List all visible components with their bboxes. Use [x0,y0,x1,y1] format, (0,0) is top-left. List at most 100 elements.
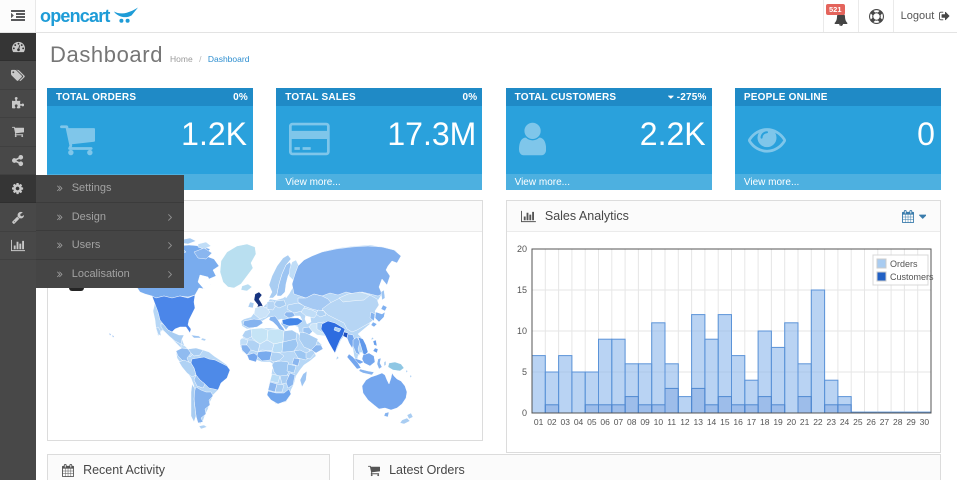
logout-button[interactable]: Logout [893,0,957,32]
bar-orders-03[interactable] [558,355,573,414]
map-region-sri-lanka[interactable] [335,355,340,361]
map-region-kyrgyz[interactable] [315,309,327,318]
tile-view-more-link[interactable]: View more... [734,174,941,190]
map-region-baja[interactable] [155,326,162,337]
sidebar-item-tags[interactable] [0,61,36,90]
map-region-spain[interactable] [242,318,264,329]
map-region-tierra-del-fuego[interactable] [198,424,208,430]
map-region-sulawesi[interactable] [376,357,383,370]
bar-customers-08[interactable] [624,396,639,414]
bar-customers-02[interactable] [544,404,560,414]
bar-customers-15[interactable] [717,396,732,414]
sidebar-item-puzzle[interactable] [0,90,36,119]
bar-customers-06[interactable] [598,404,613,414]
bar-customers-23[interactable] [824,404,839,414]
bar-customers-13[interactable] [691,387,706,414]
map-region-botswana[interactable] [274,383,285,393]
map-region-hawaii[interactable] [108,332,112,337]
tile-view-more-link[interactable]: View more... [276,174,483,190]
map-region-russia[interactable] [291,245,402,299]
map-region-korea[interactable] [369,311,376,322]
map-region-taiwan[interactable] [370,336,375,341]
flyout-item-settings[interactable]: Settings [36,175,184,203]
breadcrumb-home[interactable]: Home [170,54,193,64]
flyout-item-design[interactable]: Design [36,203,184,232]
bar-orders-04[interactable] [571,371,586,414]
map-region-poland[interactable] [273,299,287,309]
map-region-sakhalin[interactable] [380,289,386,301]
notifications-button[interactable]: 521 [823,0,858,32]
map-region-australia[interactable] [361,372,408,411]
map-region-baffin-island[interactable] [193,247,213,260]
bar-orders-12[interactable] [677,396,693,414]
map-region-honshu[interactable] [374,311,386,323]
map-region-arctic-island[interactable] [197,241,212,250]
map-region-new-guinea[interactable] [387,361,405,372]
map-region-chad[interactable] [271,341,284,354]
map-region-greenland[interactable] [219,243,257,289]
bar-customers-16[interactable] [731,404,746,414]
breadcrumb-current[interactable]: Dashboard [207,54,250,64]
map-region-ghana[interactable] [246,352,259,363]
sidebar-toggle-button[interactable] [0,0,36,32]
flyout-item-users[interactable]: Users [36,231,184,260]
bar-customers-07[interactable] [611,404,626,414]
map-region-mindanao[interactable] [372,347,379,354]
map-region-chile[interactable] [190,383,197,423]
bar-customers-21[interactable] [797,396,812,414]
bar-customers-10[interactable] [651,404,666,414]
map-region-colombia[interactable] [175,347,192,364]
map-region-hispaniola[interactable] [200,337,207,342]
flyout-item-localisation[interactable]: Localisation [36,260,184,288]
map-region-madagascar[interactable] [299,370,308,388]
map-region-kyushu[interactable] [370,321,378,328]
map-region-thailand[interactable] [352,336,361,356]
map-region-moluccas[interactable] [383,360,387,367]
bar-customers-19[interactable] [770,404,786,414]
bar-orders-19[interactable] [770,346,786,414]
map-region-tanzania[interactable] [286,363,297,374]
sidebar-item-share[interactable] [0,147,36,175]
bar-customers-11[interactable] [664,387,679,414]
bar-customers-09[interactable] [637,404,653,414]
tile-view-more-link[interactable]: View more... [505,174,712,190]
map-region-ireland[interactable] [247,301,255,309]
map-region-luzon[interactable] [372,339,378,347]
bar-orders-14[interactable] [704,338,719,414]
chart-range-dropdown[interactable] [901,209,926,223]
bar-customers-14[interactable] [704,404,719,414]
map-region-java[interactable] [358,368,375,376]
map-region-hokkaido[interactable] [380,304,388,312]
map-region-venezuela[interactable] [187,347,204,357]
map-region-france[interactable] [253,305,271,320]
bar-orders-01[interactable] [531,355,546,414]
bar-orders-22[interactable] [810,289,826,414]
map-region-sumatra[interactable] [346,353,362,370]
map-region-somalia[interactable] [305,349,316,360]
map-region-uzbek[interactable] [300,307,319,319]
sidebar-item-dashboard[interactable] [0,33,36,62]
sidebar-item-wrench[interactable] [0,203,36,232]
map-region-nepal[interactable] [333,326,342,333]
map-region-cuba[interactable] [190,334,202,339]
map-region-angola[interactable] [269,373,281,384]
map-region-south-africa[interactable] [266,388,292,405]
bar-customers-24[interactable] [837,404,852,414]
map-region-mozambique[interactable] [285,372,296,389]
sidebar-item-gear[interactable] [0,174,36,204]
map-region-hawaii[interactable] [111,334,115,339]
map-region-bolivia[interactable] [193,374,206,389]
bar-orders-20[interactable] [784,322,799,414]
bar-customers-05[interactable] [584,404,599,414]
map-region-usa[interactable] [151,294,196,334]
bar-customers-17[interactable] [744,404,759,414]
map-region-yemen-oman[interactable] [310,344,324,354]
map-region-solomon-islands[interactable] [405,369,409,374]
map-region-borneo[interactable] [361,352,376,367]
bar-orders-07[interactable] [611,338,626,414]
sidebar-item-shopping-cart[interactable] [0,118,36,147]
bar-orders-10[interactable] [651,322,666,414]
map-region-senegal-guinea[interactable] [240,344,252,356]
map-region-mexico[interactable] [160,322,185,345]
map-region-kenya[interactable] [291,357,301,367]
